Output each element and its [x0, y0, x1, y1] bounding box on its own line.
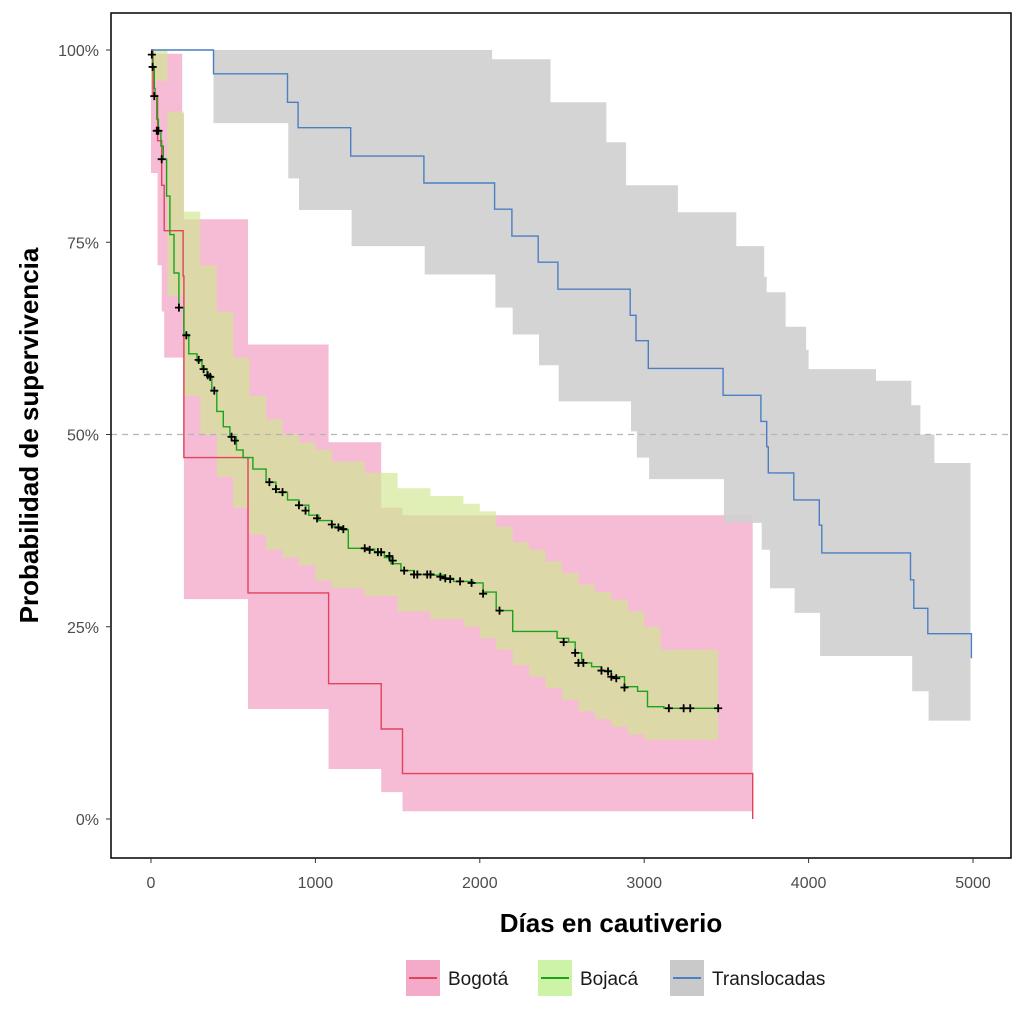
censor-mark [365, 545, 374, 554]
panel-border [110, 12, 1012, 859]
censor-mark [579, 658, 588, 667]
censor-mark [313, 514, 322, 523]
legend-item-bojac: Bojacá [538, 960, 639, 996]
censor-mark [467, 578, 476, 587]
censor-mark [436, 572, 445, 581]
censor-mark [157, 155, 166, 164]
censor-mark [150, 92, 159, 101]
survival-line-bojac [151, 49, 719, 709]
y-tick-label: 0% [76, 812, 99, 829]
censor-mark [154, 126, 163, 135]
censor-mark [559, 638, 568, 647]
censor-mark [377, 548, 386, 557]
censor-mark [294, 501, 303, 510]
censor-mark [426, 570, 435, 579]
censor-mark [446, 575, 455, 584]
censor-mark [686, 704, 695, 713]
censor-mark [604, 667, 613, 676]
y-tick-label: 75% [67, 235, 99, 252]
x-tick-label: 0 [147, 875, 156, 892]
censor-mark [278, 488, 287, 497]
censor-mark [339, 525, 348, 534]
censor-mark [148, 62, 157, 71]
censor-mark [413, 570, 422, 579]
censor-mark [271, 485, 280, 494]
legend-label: Translocadas [712, 969, 825, 990]
legend: Bogotá Bojacá Translocadas [406, 960, 825, 996]
censor-mark [182, 331, 191, 340]
legend-item-bogot: Bogotá [406, 960, 509, 996]
x-tick-label: 5000 [955, 875, 991, 892]
legend-item-translocadas: Translocadas [670, 960, 825, 996]
x-axis: 0 1000 2000 3000 4000 5000 [147, 858, 991, 892]
censor-mark [607, 672, 616, 681]
censor-mark [664, 704, 673, 713]
censor-mark [206, 372, 215, 381]
censor-mark [714, 704, 723, 713]
censor-mark [210, 386, 219, 395]
confidence-band-translocadas [213, 50, 971, 721]
censor-mark [265, 478, 274, 487]
x-tick-label: 4000 [791, 875, 827, 892]
legend-label: Bojacá [580, 969, 639, 990]
confidence-bands [151, 50, 971, 812]
censor-mark [360, 544, 369, 553]
censor-mark [385, 552, 394, 561]
censor-mark [495, 606, 504, 615]
censor-mark [571, 648, 580, 657]
confidence-band-bojac [151, 50, 719, 740]
legend-label: Bogotá [448, 969, 509, 990]
censor-mark [199, 365, 208, 374]
censor-mark [174, 303, 183, 312]
x-tick-label: 3000 [626, 875, 662, 892]
censor-mark [388, 556, 397, 565]
censor-mark [479, 589, 488, 598]
censor-mark [612, 674, 621, 683]
y-tick-label: 100% [58, 43, 99, 60]
y-tick-label: 25% [67, 620, 99, 637]
censor-mark [400, 566, 409, 575]
y-tick-label: 50% [67, 428, 99, 445]
x-tick-label: 1000 [298, 875, 334, 892]
censor-mark [620, 683, 629, 692]
censor-mark [230, 436, 239, 445]
censor-mark [301, 506, 310, 515]
censor-mark [456, 577, 465, 586]
x-axis-title: Días en cautiverio [500, 908, 723, 938]
censor-mark [327, 520, 336, 529]
censor-mark [194, 355, 203, 364]
y-axis: 0% 25% 50% 75% 100% [58, 43, 111, 829]
censor-mark [334, 523, 343, 532]
y-axis-title: Probabilidad de supervivencia [14, 247, 44, 623]
censor-mark [147, 50, 156, 59]
censor-marks [147, 50, 723, 713]
x-tick-label: 2000 [462, 875, 498, 892]
survival-line-translocadas [151, 49, 973, 659]
